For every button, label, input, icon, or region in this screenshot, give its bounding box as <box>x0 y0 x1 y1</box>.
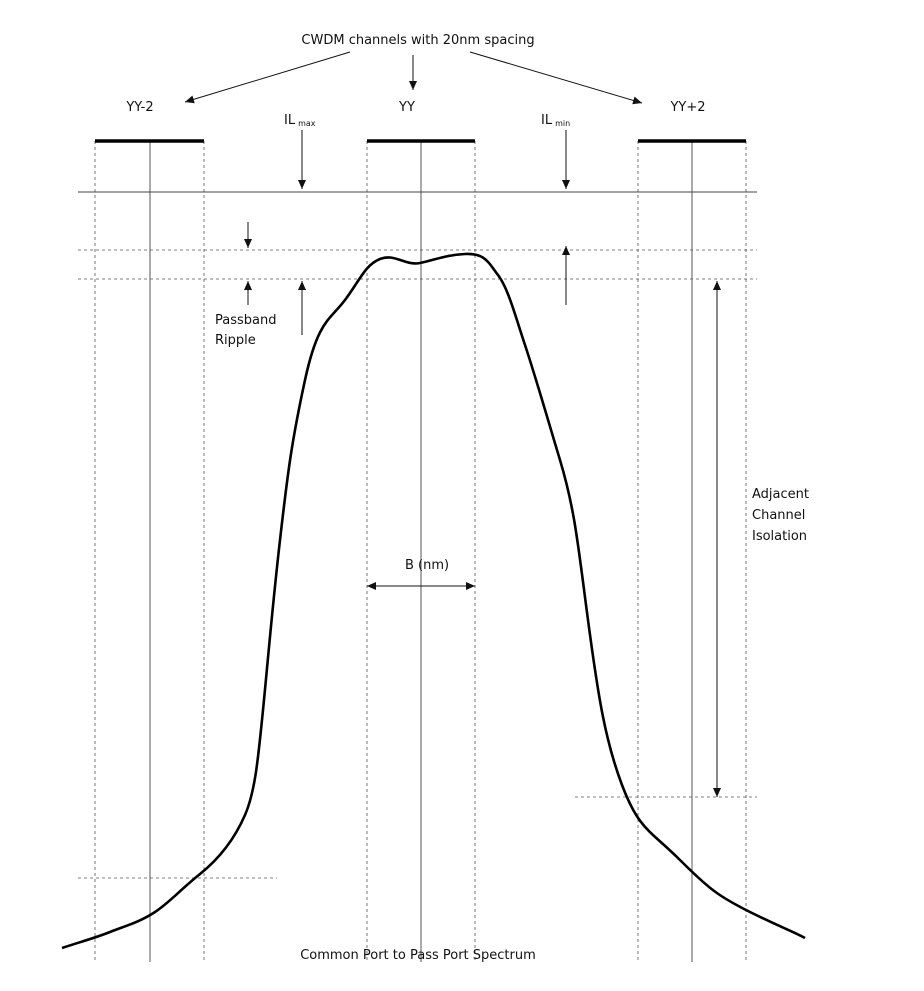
ripple-label: Passband <box>215 313 276 328</box>
caption: Common Port to Pass Port Spectrum <box>300 948 536 963</box>
isolation-label: Isolation <box>752 529 807 544</box>
bandwidth-label: B (nm) <box>405 558 449 573</box>
isolation-label: Adjacent <box>752 487 809 502</box>
il-main: IL <box>284 113 296 128</box>
ripple-label: Ripple <box>215 333 256 348</box>
arrows <box>184 51 721 797</box>
grid <box>78 141 757 962</box>
title: CWDM channels with 20nm spacing <box>301 33 534 48</box>
il-sub: min <box>555 119 570 128</box>
il-max-label: IL max <box>284 113 316 128</box>
channel-label: YY-2 <box>125 100 153 115</box>
channel-label: YY+2 <box>669 100 705 115</box>
il-main: IL <box>541 113 553 128</box>
il-sub: max <box>298 119 316 128</box>
spectrum-curve <box>61 252 806 950</box>
il-min-label: IL min <box>541 113 570 128</box>
isolation-label: Channel <box>752 508 805 523</box>
channel-label: YY <box>398 100 415 115</box>
labels: CWDM channels with 20nm spacing YY-2 YY … <box>125 33 809 963</box>
